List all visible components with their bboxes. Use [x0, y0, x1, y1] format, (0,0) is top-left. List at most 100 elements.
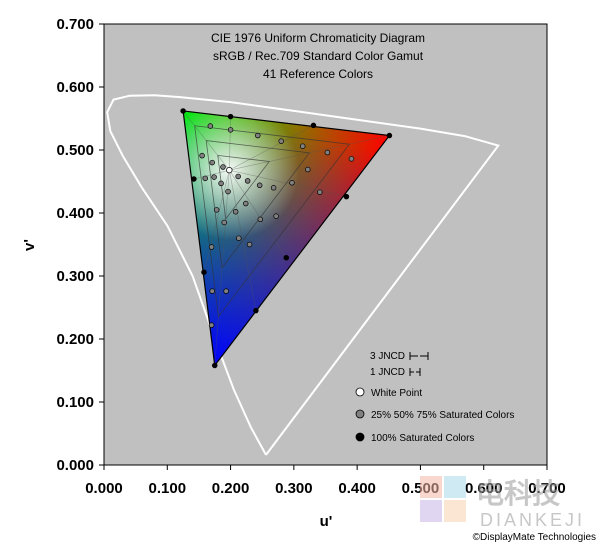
data-point	[257, 216, 264, 223]
x-tick-label: 0.100	[149, 480, 187, 497]
y-tick-label: 0.000	[56, 457, 94, 474]
data-point	[199, 152, 205, 159]
data-point	[317, 189, 323, 195]
legend-black: 100% Saturated Colors	[371, 433, 474, 444]
chart-title-line3: 41 Reference Colors	[263, 67, 373, 81]
data-point	[218, 180, 224, 187]
y-tick-label: 0.500	[56, 142, 94, 159]
data-point	[305, 166, 311, 173]
hue-spoke-line	[229, 125, 314, 171]
data-point	[289, 180, 295, 186]
data-point	[207, 123, 214, 129]
y-tick-label: 0.100	[56, 394, 94, 411]
hue-spoke-line	[203, 170, 230, 273]
x-tick-label: 0.600	[465, 480, 503, 497]
data-point	[255, 132, 261, 139]
data-point	[246, 241, 253, 248]
hue-spoke-line	[182, 110, 230, 171]
y-tick-label: 0.300	[56, 268, 94, 285]
data-point	[227, 113, 234, 120]
data-point	[235, 173, 241, 180]
data-point	[343, 193, 350, 200]
hue-spoke-line	[229, 169, 347, 197]
data-point	[348, 156, 355, 162]
legend-jncd-1: 1 JNCD	[370, 367, 405, 378]
data-points	[180, 108, 393, 369]
data-point	[209, 159, 215, 166]
legend-gray: 25% 50% 75% Saturated Colors	[371, 410, 514, 421]
data-point	[227, 127, 234, 133]
data-point	[243, 200, 249, 207]
watermark-en: DIANKEJI	[480, 510, 585, 530]
data-point	[299, 143, 306, 149]
legend-gray-marker	[355, 409, 365, 419]
watermark-logo-icon	[420, 476, 466, 522]
data-point	[270, 185, 277, 191]
hue-spoke-line	[193, 169, 230, 180]
data-point	[244, 178, 251, 184]
data-point	[223, 288, 229, 294]
data-point	[283, 254, 290, 261]
legend-jncd-3: 3 JNCD	[370, 351, 405, 362]
jncd-1-marker	[409, 368, 421, 376]
jncd-3-marker	[409, 352, 429, 360]
hue-spoke-line	[214, 170, 230, 366]
watermark: 电科技 DIANKEJI	[420, 476, 585, 530]
data-point	[273, 213, 279, 219]
data-point	[221, 219, 227, 226]
data-point	[256, 182, 263, 189]
hue-spoke-line	[229, 135, 390, 171]
legend-white: White Point	[371, 388, 422, 399]
legend-white-marker	[355, 387, 365, 397]
y-tick-label: 0.700	[56, 16, 94, 33]
data-point	[211, 174, 217, 180]
data-point	[209, 288, 215, 294]
data-point	[232, 208, 239, 215]
x-tick-label: 0.700	[528, 480, 566, 497]
spectral-locus	[106, 94, 500, 456]
hue-spoke-line	[229, 116, 231, 171]
legend: 3 JNCD 1 JNCD White Point 25% 50% 75% Sa…	[355, 351, 514, 444]
data-point	[310, 122, 317, 129]
data-point	[191, 176, 197, 182]
data-point	[220, 164, 226, 170]
data-point	[212, 362, 218, 369]
chart-title-line2: sRGB / Rec.709 Standard Color Gamut	[213, 49, 424, 63]
data-point	[180, 108, 186, 114]
hue-spoke-line	[229, 169, 287, 258]
x-tick-label: 0.200	[212, 480, 250, 497]
data-point	[278, 138, 284, 144]
data-point	[225, 188, 231, 195]
data-point	[202, 175, 209, 182]
data-point	[208, 244, 215, 250]
data-point	[253, 307, 259, 314]
copyright: ©DisplayMate Technologies	[473, 532, 596, 543]
chart-title-line1: CIE 1976 Uniform Chromaticity Diagram	[211, 31, 425, 45]
data-point	[386, 132, 393, 139]
y-axis-ticks: 0.000 0.100 0.200 0.300 0.400 0.500 0.600 0.700	[56, 16, 104, 474]
hue-spoke-line	[229, 170, 257, 311]
saturation-triangle	[217, 154, 271, 221]
data-point	[226, 167, 233, 174]
saturation-triangle	[205, 140, 311, 269]
gamut-lines	[182, 110, 391, 367]
x-tick-label: 0.000	[85, 480, 123, 497]
x-axis-label: u'	[320, 513, 333, 530]
data-point	[213, 207, 220, 213]
y-tick-label: 0.400	[56, 205, 94, 222]
legend-black-marker	[355, 432, 365, 442]
y-tick-label: 0.200	[56, 331, 94, 348]
saturation-triangle	[194, 125, 351, 318]
y-axis-label: v'	[21, 239, 38, 251]
plot-area	[103, 23, 548, 466]
data-point	[236, 235, 242, 241]
gamut-triangle	[182, 110, 391, 367]
data-point	[208, 322, 215, 328]
x-tick-label: 0.400	[338, 480, 376, 497]
watermark-cn: 电科技	[476, 478, 560, 509]
x-tick-label: 0.300	[275, 480, 313, 497]
data-point	[324, 149, 331, 156]
y-tick-label: 0.600	[56, 79, 94, 96]
data-point	[201, 269, 207, 275]
